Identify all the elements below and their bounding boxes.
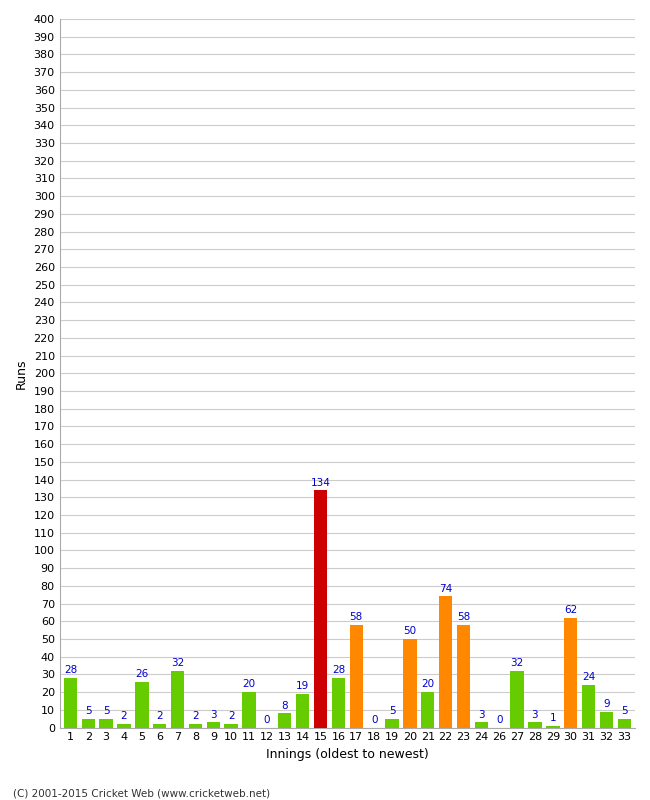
- Bar: [564, 618, 577, 727]
- Text: 19: 19: [296, 682, 309, 691]
- Bar: [242, 692, 255, 727]
- Bar: [296, 694, 309, 727]
- Text: 58: 58: [350, 612, 363, 622]
- Text: 28: 28: [332, 666, 345, 675]
- Text: 50: 50: [403, 626, 417, 636]
- Text: 2: 2: [121, 711, 127, 722]
- Bar: [332, 678, 345, 727]
- Bar: [207, 722, 220, 727]
- Bar: [171, 671, 185, 727]
- Text: 20: 20: [242, 679, 255, 690]
- Bar: [528, 722, 541, 727]
- Text: 28: 28: [64, 666, 77, 675]
- Bar: [99, 718, 113, 727]
- Text: 0: 0: [371, 715, 378, 725]
- Text: 24: 24: [582, 673, 595, 682]
- Text: 5: 5: [85, 706, 92, 716]
- X-axis label: Innings (oldest to newest): Innings (oldest to newest): [266, 748, 429, 761]
- Bar: [350, 625, 363, 727]
- Bar: [153, 724, 166, 727]
- Text: 2: 2: [228, 711, 235, 722]
- Bar: [474, 722, 488, 727]
- Y-axis label: Runs: Runs: [15, 358, 28, 389]
- Text: 0: 0: [264, 715, 270, 725]
- Bar: [546, 726, 560, 727]
- Bar: [117, 724, 131, 727]
- Bar: [582, 685, 595, 727]
- Bar: [314, 490, 327, 727]
- Text: 3: 3: [210, 710, 216, 720]
- Bar: [618, 718, 631, 727]
- Text: 20: 20: [421, 679, 434, 690]
- Text: 3: 3: [532, 710, 538, 720]
- Text: 5: 5: [621, 706, 628, 716]
- Bar: [510, 671, 524, 727]
- Text: 32: 32: [171, 658, 184, 668]
- Bar: [600, 712, 613, 727]
- Text: 134: 134: [311, 478, 330, 487]
- Text: 32: 32: [510, 658, 524, 668]
- Text: 74: 74: [439, 584, 452, 594]
- Text: 2: 2: [192, 711, 199, 722]
- Bar: [224, 724, 238, 727]
- Bar: [385, 718, 398, 727]
- Bar: [457, 625, 470, 727]
- Text: 5: 5: [389, 706, 395, 716]
- Text: 2: 2: [157, 711, 163, 722]
- Text: 3: 3: [478, 710, 485, 720]
- Text: 62: 62: [564, 605, 577, 615]
- Text: 0: 0: [496, 715, 502, 725]
- Bar: [135, 682, 149, 727]
- Bar: [188, 724, 202, 727]
- Bar: [81, 718, 95, 727]
- Text: 26: 26: [135, 669, 148, 679]
- Bar: [403, 639, 417, 727]
- Bar: [278, 714, 291, 727]
- Text: 5: 5: [103, 706, 109, 716]
- Text: 58: 58: [457, 612, 470, 622]
- Bar: [64, 678, 77, 727]
- Text: 8: 8: [281, 701, 288, 710]
- Text: (C) 2001-2015 Cricket Web (www.cricketweb.net): (C) 2001-2015 Cricket Web (www.cricketwe…: [13, 788, 270, 798]
- Text: 1: 1: [549, 713, 556, 723]
- Bar: [421, 692, 434, 727]
- Text: 9: 9: [603, 699, 610, 709]
- Bar: [439, 597, 452, 727]
